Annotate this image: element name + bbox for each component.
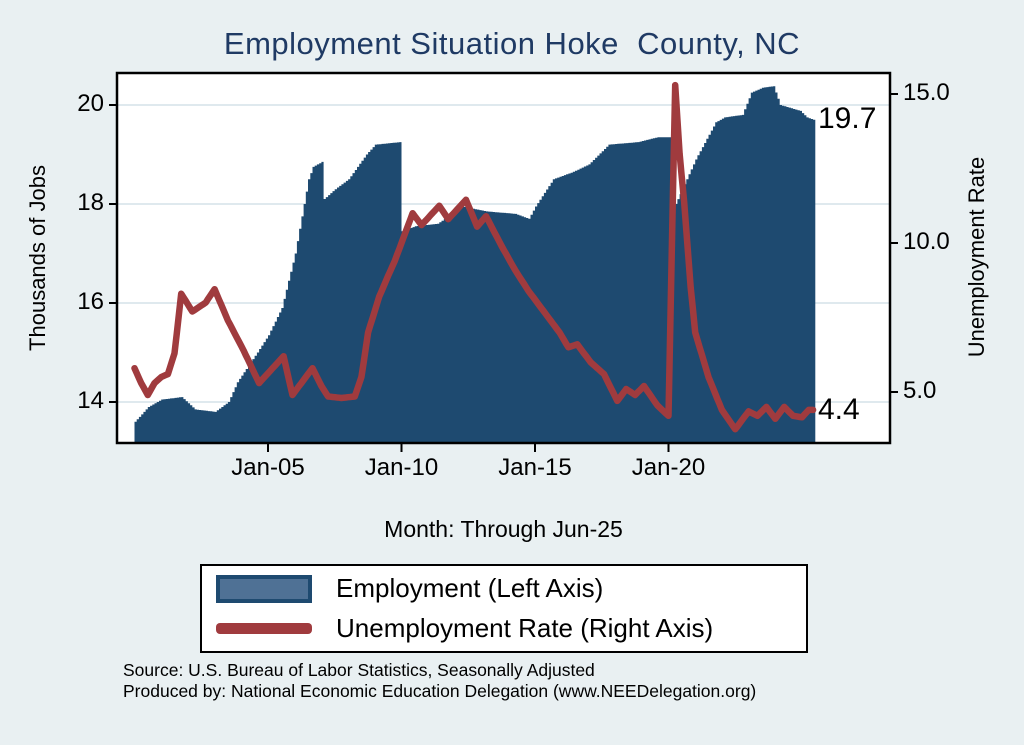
produced-by-line: Produced by: National Economic Education… — [123, 680, 757, 701]
x-axis-tick-label: Jan-10 — [364, 454, 439, 481]
unemployment-line-series — [131, 81, 817, 433]
source-block: Source: U.S. Bureau of Labor Statistics,… — [123, 660, 756, 701]
unemployment-end-value-annotation: 4.4 — [818, 393, 860, 426]
employment-area-series — [134, 86, 816, 443]
source-line: Source: U.S. Bureau of Labor Statistics,… — [123, 660, 595, 680]
right-axis-tick-label: 15.0 — [903, 79, 950, 106]
legend-row-employment: Employment (Left Axis) — [216, 572, 806, 606]
left-axis-tick-label: 18 — [77, 189, 104, 216]
legend-row-unemployment: Unemployment Rate (Right Axis) — [216, 612, 806, 646]
employment-end-value-annotation: 19.7 — [818, 102, 877, 135]
legend-label-unemployment: Unemployment Rate (Right Axis) — [336, 613, 714, 643]
left-axis-title: Thousands of Jobs — [25, 165, 50, 351]
employment-swatch-icon — [216, 574, 312, 603]
right-axis-tick-label: 10.0 — [903, 228, 950, 255]
x-axis-label: Month: Through Jun-25 — [384, 516, 623, 542]
left-axis-tick-label: 14 — [77, 387, 104, 414]
x-axis-tick-label: Jan-20 — [631, 454, 706, 481]
x-axis-tick-label: Jan-05 — [231, 454, 305, 481]
chart-title: Employment Situation Hoke County, NC — [223, 26, 801, 61]
legend-label-employment: Employment (Left Axis) — [336, 573, 604, 603]
left-axis-tick-label: 20 — [77, 90, 104, 117]
right-axis-title: Unemployment Rate — [964, 156, 989, 358]
left-axis-tick-label: 16 — [77, 288, 104, 315]
legend: Employment (Left Axis) Unemployment Rate… — [200, 564, 808, 653]
right-axis-tick-label: 5.0 — [903, 377, 937, 404]
x-axis-tick-label: Jan-15 — [498, 454, 572, 481]
unemployment-swatch-icon — [216, 623, 312, 634]
plot-border — [115, 71, 892, 445]
